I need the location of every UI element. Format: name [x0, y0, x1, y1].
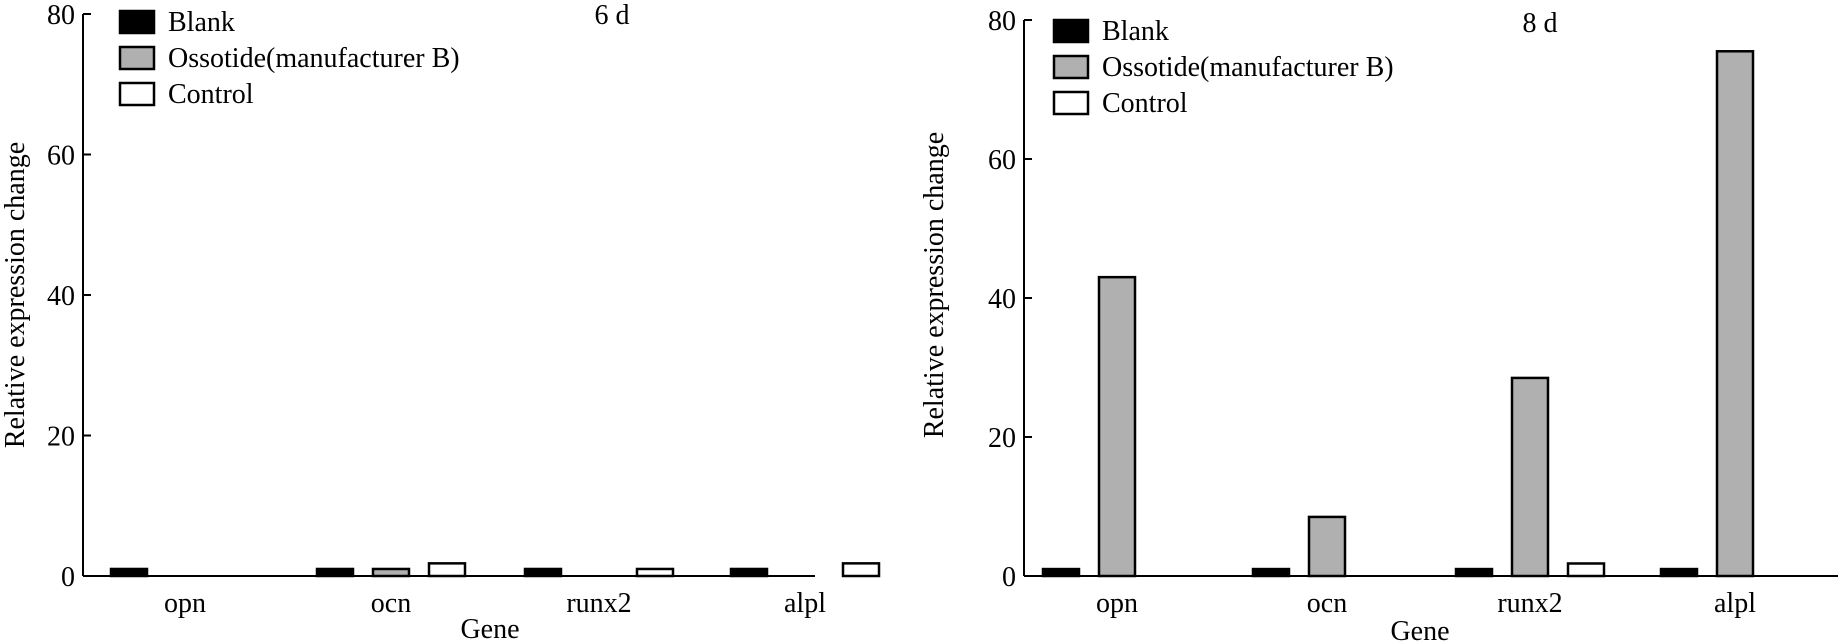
x-tick-label-runx2: runx2	[1497, 588, 1562, 619]
legend: Blank Ossotide(manufacturer B) Control	[1052, 16, 1394, 119]
y-tick-label: 80	[988, 6, 1016, 37]
bar-ocn-series-2	[371, 567, 411, 578]
bar-runx2-series-2	[1510, 376, 1550, 578]
time-point-label: 8 d	[1523, 8, 1558, 39]
bar-runx2-series-3	[1566, 562, 1606, 578]
x-tick-label-ocn: ocn	[1307, 588, 1347, 619]
legend: Blank Ossotide(manufacturer B) Control	[118, 7, 460, 110]
bar-opn-series-1	[1041, 567, 1081, 578]
bar-runx2-series-3	[635, 567, 675, 578]
bar-alpl-series-2	[1715, 50, 1755, 578]
x-tick-label-opn: opn	[164, 588, 206, 619]
legend-swatch-1	[118, 9, 156, 35]
legend-label-2: Ossotide(manufacturer B)	[168, 43, 460, 74]
chart-panel-2: 0 20 40 60 80 opn ocn runx2 alpl Gene Relative exp…	[919, 6, 1838, 644]
legend-swatch-1	[1052, 18, 1090, 44]
legend-label-3: Control	[168, 79, 254, 110]
y-tick-label: 20	[988, 423, 1016, 454]
legend-label-1: Blank	[168, 7, 235, 38]
legend-swatch-2	[1052, 54, 1090, 80]
x-tick-label-runx2: runx2	[566, 588, 631, 619]
y-axis-title: Relative expression change	[0, 142, 31, 448]
chart-panel-1: 0 20 40 60 80 opn ocn runx2 alpl Gene Relative exp…	[0, 0, 881, 644]
x-tick-label-ocn: ocn	[371, 588, 411, 619]
x-tick-label-opn: opn	[1096, 588, 1138, 619]
x-tick-label-alpl: alpl	[784, 588, 826, 619]
legend-swatch-3	[1052, 90, 1090, 116]
y-tick-label: 0	[1002, 562, 1016, 593]
legend-swatch-3	[118, 81, 156, 107]
bar-ocn-series-3	[427, 562, 467, 578]
bar-alpl-series-1	[729, 567, 769, 578]
y-tick-label: 0	[61, 562, 75, 593]
y-tick-label: 60	[47, 141, 75, 172]
time-point-label: 6 d	[595, 0, 630, 31]
bar-runx2-series-1	[523, 567, 563, 578]
y-tick-label: 80	[47, 0, 75, 31]
bar-alpl-series-1	[1659, 567, 1699, 578]
y-tick-label: 20	[47, 422, 75, 453]
y-axis-title: Relative expression change	[919, 132, 950, 438]
y-tick-label: 40	[988, 284, 1016, 315]
x-axis-title: Gene	[1390, 616, 1449, 644]
legend-swatch-2	[118, 45, 156, 71]
bar-alpl-series-3	[841, 562, 881, 578]
x-axis-title: Gene	[460, 614, 519, 644]
legend-label-3: Control	[1102, 88, 1188, 119]
y-tick-label: 40	[47, 281, 75, 312]
x-tick-label-alpl: alpl	[1714, 588, 1756, 619]
legend-label-1: Blank	[1102, 16, 1169, 47]
bar-runx2-series-1	[1454, 567, 1494, 578]
bar-ocn-series-2	[1307, 515, 1347, 578]
bar-opn-series-1	[109, 567, 149, 578]
y-tick-label: 60	[988, 145, 1016, 176]
bar-ocn-series-1	[1251, 567, 1291, 578]
bar-ocn-series-1	[315, 567, 355, 578]
bar-opn-series-2	[1097, 275, 1137, 578]
legend-label-2: Ossotide(manufacturer B)	[1102, 52, 1394, 83]
